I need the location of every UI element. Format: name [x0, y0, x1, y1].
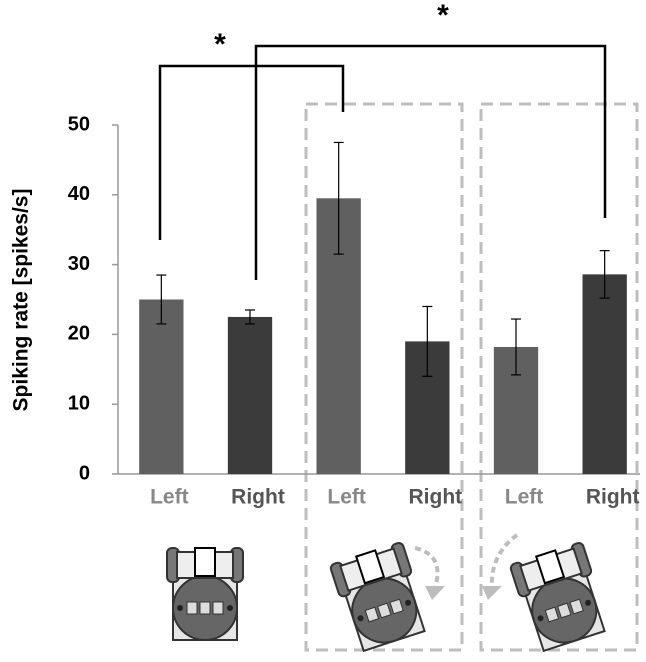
- arrow-head: [425, 586, 445, 600]
- x-tick-label: Right: [586, 486, 640, 509]
- x-tick-label: Right: [231, 486, 285, 509]
- turn-arrow: [414, 546, 440, 589]
- robot-icon: [328, 540, 432, 654]
- y-axis-label: Spiking rate [spikes/s]: [10, 189, 33, 412]
- bar: [139, 299, 184, 474]
- bracket: [254, 44, 607, 280]
- bar: [582, 274, 627, 474]
- x-tick-label: Right: [409, 486, 463, 509]
- error-bar: [245, 309, 255, 325]
- error-bar: [333, 141, 344, 255]
- arrow-head: [482, 586, 502, 600]
- y-tick-label: 30: [68, 253, 90, 275]
- significance-star: *: [437, 0, 449, 32]
- condition-boxes: [304, 102, 639, 652]
- y-tick-label: 0: [79, 462, 90, 484]
- x-tick-label: Left: [505, 486, 544, 509]
- y-tick-label: 10: [68, 392, 90, 414]
- x-tick-label: Left: [150, 486, 189, 509]
- turn-arrows: [414, 533, 519, 589]
- error-bar: [599, 250, 610, 299]
- error-bar: [422, 305, 433, 377]
- robot-icon: [166, 547, 244, 641]
- bracket: [158, 64, 345, 240]
- significance-star: *: [214, 28, 226, 61]
- bar: [227, 316, 273, 474]
- y-tick-label: 50: [68, 113, 90, 135]
- y-tick-label: 40: [68, 183, 90, 205]
- significance-brackets: [158, 44, 607, 280]
- y-tick-label: 20: [68, 323, 90, 345]
- x-tick-label: Left: [327, 486, 366, 509]
- robot-icon: [508, 540, 612, 654]
- error-bar: [156, 274, 167, 325]
- turn-arrow: [489, 533, 519, 589]
- error-bar: [511, 318, 521, 376]
- condition-box: [479, 102, 639, 652]
- condition-box: [304, 102, 464, 652]
